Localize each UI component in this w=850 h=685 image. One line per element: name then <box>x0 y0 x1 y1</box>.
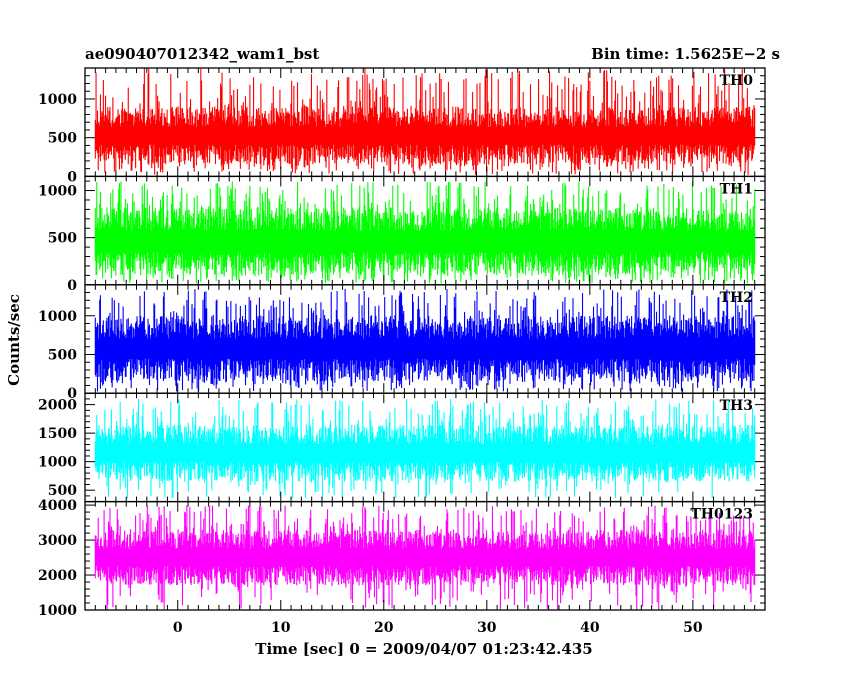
panel-label-th1: TH1 <box>720 181 753 197</box>
x-tick-label: 20 <box>374 620 394 636</box>
x-tick-label: 40 <box>580 620 600 636</box>
panel-th3: 500 1000 1500 2000 TH3 <box>38 392 766 503</box>
y-axis-label: Counts/sec <box>5 294 23 386</box>
y-tick-label: 1000 <box>38 603 77 619</box>
x-axis-label: Time [sec] 0 = 2009/04/07 01:23:42.435 <box>255 640 592 658</box>
panel-label-th2: TH2 <box>720 290 753 306</box>
x-tick-label: 10 <box>271 620 291 636</box>
y-tick-label: 1000 <box>38 309 77 325</box>
y-tick-label: 1000 <box>38 92 77 108</box>
series-th3 <box>94 398 756 499</box>
x-tick-label: 50 <box>683 620 703 636</box>
series-th2 <box>94 289 756 392</box>
panel-th0: 0 500 1000 TH0 <box>38 67 766 185</box>
y-tick-label: 0 <box>67 278 77 294</box>
y-tick-label: 0 <box>67 386 77 402</box>
y-tick-label: 3000 <box>38 533 77 549</box>
y-tick-label: 2000 <box>38 398 77 414</box>
y-tick-label: 2000 <box>38 568 77 584</box>
y-tick-label: 4000 <box>38 498 77 514</box>
bin-time-label: Bin time: 1.5625E−2 s <box>591 45 780 63</box>
y-tick-label: 500 <box>48 131 77 147</box>
y-tick-label: 0 <box>67 169 77 185</box>
y-tick-label: 1000 <box>38 184 77 200</box>
panel-th1: 0 500 1000 TH1 <box>38 175 766 294</box>
x-tick-label: 30 <box>477 620 497 636</box>
y-tick-label: 1000 <box>38 455 77 471</box>
panel-label-th0123: TH0123 <box>690 507 753 523</box>
panel-label-th0: TH0 <box>720 73 754 89</box>
panel-th0123: 1000 2000 3000 4000 TH0123 <box>38 498 766 619</box>
series-th1 <box>94 181 756 284</box>
x-tick-label: 0 <box>173 620 183 636</box>
series-th0 <box>94 68 756 175</box>
series-th0123 <box>94 505 756 610</box>
y-tick-label: 500 <box>48 231 77 247</box>
y-tick-label: 500 <box>48 347 77 363</box>
y-tick-label: 1500 <box>38 426 77 442</box>
panel-th2: 0 500 1000 TH2 <box>38 284 766 402</box>
chart-title: ae090407012342_wam1_bst <box>85 45 319 63</box>
y-tick-label: 500 <box>48 483 77 499</box>
panel-label-th3: TH3 <box>720 398 753 414</box>
